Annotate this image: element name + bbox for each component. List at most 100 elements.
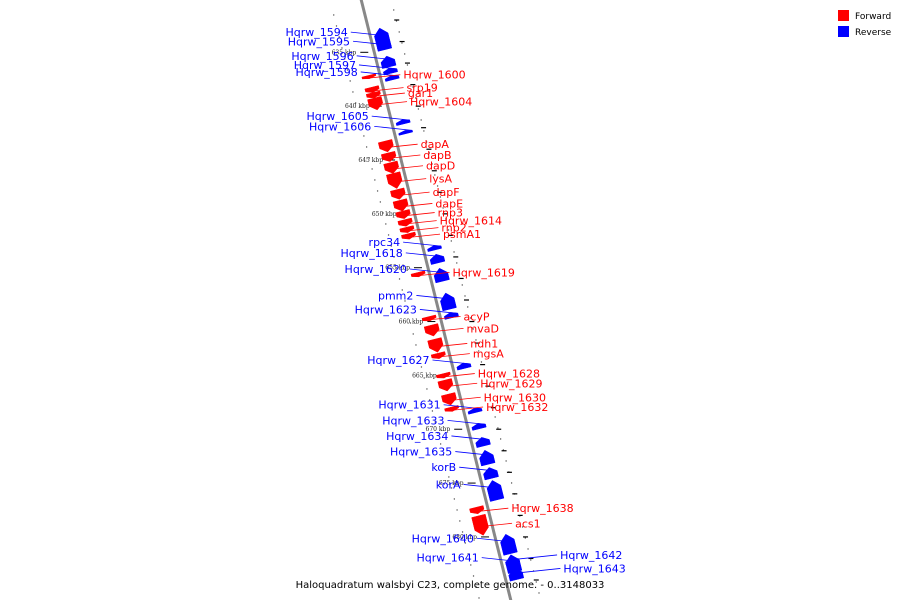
guide-dot (478, 597, 480, 599)
guide-dot (426, 388, 428, 390)
gene-Hqrw_1630 (441, 392, 457, 406)
scale-ticks: 635 kbp 640 kbp 645 kbp 650 kbp 655 kbp 660 k… (332, 19, 539, 581)
guide-dot (439, 443, 442, 445)
gene-label-Hqrw_1598: Hqrw_1598 (295, 66, 357, 79)
guide-dot (401, 289, 403, 291)
guide-dot (486, 383, 488, 385)
guide-dot (346, 69, 349, 71)
gene-label-Hqrw_1633: Hqrw_1633 (382, 414, 444, 427)
guide-dot (341, 47, 343, 49)
leader-line (366, 92, 405, 98)
guide-dot (437, 432, 439, 434)
guide-dot (445, 218, 447, 220)
gene-dapA (377, 139, 394, 153)
gene-label-korA: korA (436, 478, 461, 491)
leader-line (394, 203, 433, 208)
leader-line (350, 31, 389, 37)
guide-dot (344, 58, 346, 60)
gene-label-Hqrw_1595: Hqrw_1595 (288, 35, 350, 48)
leader-line (476, 537, 515, 543)
guide-dot (409, 322, 412, 324)
guide-dot (423, 130, 425, 132)
guide-dot (521, 526, 524, 528)
guide-dot (385, 223, 387, 225)
guide-dot (442, 454, 445, 456)
guide-dot (420, 366, 423, 368)
gene-Hqrw_1629 (437, 378, 454, 392)
gene-acyP (421, 314, 437, 322)
guide-dot (483, 372, 485, 374)
gene-label-Hqrw_1632: Hqrw_1632 (486, 401, 548, 414)
leader-line (459, 466, 498, 472)
guide-dot (401, 42, 403, 44)
guide-dot (406, 64, 409, 66)
gene-korA (486, 480, 505, 502)
leader-line (382, 154, 421, 160)
tick-label: 665 kbp (412, 372, 437, 379)
guide-dot (412, 333, 414, 335)
leader-line (451, 435, 490, 441)
gene-Hqrw_1605 (395, 119, 411, 126)
guide-dot (472, 328, 474, 330)
guide-dot (390, 245, 392, 247)
gene-label-Hqrw_1642: Hqrw_1642 (560, 549, 622, 562)
legend-forward-label: Forward (855, 12, 891, 22)
gene-label-Hqrw_1594: Hqrw_1594 (286, 26, 348, 39)
guide-dot (472, 575, 475, 577)
guide-dot (420, 119, 422, 121)
leader-line (474, 522, 513, 528)
gene-label-acs1: acs1 (515, 517, 541, 530)
gene-Hqrw_1632 (444, 405, 460, 412)
guide-dot (453, 251, 455, 253)
guide-dot (354, 102, 357, 104)
leader-line (481, 557, 520, 563)
gene-Hqrw_1614 (397, 217, 413, 227)
guide-dot (393, 9, 395, 11)
guide-dot (404, 300, 406, 302)
guide-dot (461, 531, 464, 533)
gene-label-pmm2: pmm2 (378, 289, 413, 302)
leader-line (431, 353, 470, 359)
gene-Hqrw_1638 (469, 505, 485, 515)
guide-dot (434, 421, 436, 423)
leader-line (442, 396, 481, 402)
gene-label-dapE: dapE (435, 197, 463, 210)
gene-pmm2 (440, 292, 457, 312)
guide-dot (456, 509, 458, 511)
guide-dot (349, 80, 351, 82)
guide-dot (376, 190, 379, 192)
leader-line (401, 233, 441, 239)
guide-dot (431, 163, 433, 165)
leader-line (463, 484, 502, 489)
leader-line (425, 327, 464, 333)
leader-line (447, 419, 486, 425)
gene-dapF (390, 187, 406, 200)
gene-label-Hqrw_1628: Hqrw_1628 (478, 368, 540, 381)
legend-reverse-label: Reverse (855, 28, 892, 38)
gene-Hqrw_1600 (361, 73, 377, 80)
leader-line (419, 309, 458, 314)
tick-label: 640 kbp (345, 103, 370, 110)
legend-reverse-swatch (838, 26, 849, 37)
guide-dot (363, 135, 365, 137)
guide-dot (414, 97, 417, 99)
guide-dot (461, 284, 463, 286)
gene-label-Hqrw_1618: Hqrw_1618 (341, 247, 403, 260)
guide-dot (352, 91, 354, 93)
leader-line (388, 178, 427, 184)
gene-label-acyP: acyP (464, 311, 490, 324)
guide-dot (524, 537, 527, 539)
guide-dot (459, 520, 461, 522)
leader-line (455, 451, 494, 456)
guide-dot (387, 234, 390, 236)
leader-line (429, 343, 468, 348)
gene-label-lysA: lysA (429, 173, 452, 186)
gene-label-rnp3: rnp3 (438, 207, 463, 220)
leader-line (356, 55, 395, 61)
gene-Hqrw_1596 (380, 55, 397, 69)
guide-dot (393, 256, 395, 258)
tick-label: 670 kbp (426, 426, 451, 433)
guide-dot (538, 592, 540, 594)
guide-dot (412, 86, 414, 88)
guide-dot (456, 262, 458, 264)
